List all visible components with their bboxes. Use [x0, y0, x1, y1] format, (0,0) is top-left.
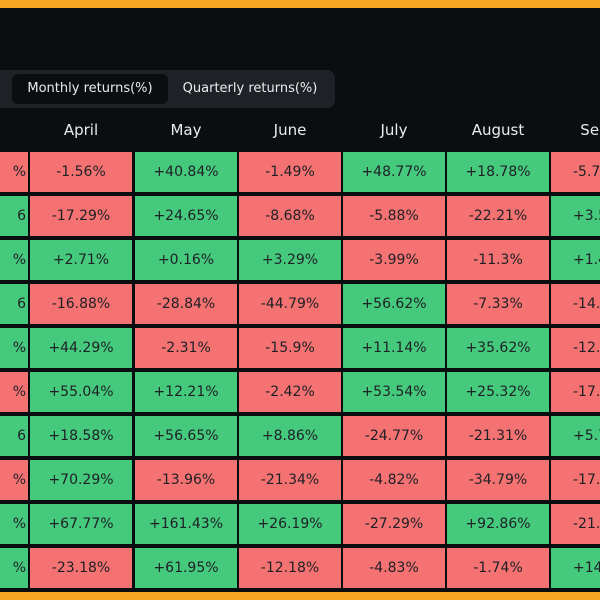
cell: +26.19%	[239, 504, 341, 544]
cell: %	[0, 460, 28, 500]
cell: %	[0, 240, 28, 280]
cell: +0.16%	[135, 240, 237, 280]
cell: -44.79%	[239, 284, 341, 324]
column-header: July	[380, 121, 408, 139]
cell: %	[0, 504, 28, 544]
column-header: May	[170, 121, 202, 139]
cell: -15.9%	[239, 328, 341, 368]
cell: +3.5	[551, 196, 600, 236]
cell: +5.7	[551, 416, 600, 456]
cell: %	[0, 372, 28, 412]
cell: +55.04%	[30, 372, 132, 412]
cell: 6	[0, 284, 28, 324]
cell: %	[0, 152, 28, 192]
cell: +25.32%	[447, 372, 549, 412]
cell: +8.86%	[239, 416, 341, 456]
column-header: June	[273, 121, 307, 139]
cell: %	[0, 328, 28, 368]
cell: -11.3%	[447, 240, 549, 280]
cell: -22.21%	[447, 196, 549, 236]
cell: +48.77%	[343, 152, 445, 192]
cell: -16.88%	[30, 284, 132, 324]
cell: -1.74%	[447, 548, 549, 588]
cell: +24.65%	[135, 196, 237, 236]
cell: -7.33%	[447, 284, 549, 324]
column-header: August	[471, 121, 525, 139]
cell: +92.86%	[447, 504, 549, 544]
cell: -13.96%	[135, 460, 237, 500]
cell: 6	[0, 196, 28, 236]
cell: -1.49%	[239, 152, 341, 192]
tab[interactable]: Quarterly returns(%)	[182, 81, 318, 96]
cell: +35.62%	[447, 328, 549, 368]
cell: 6	[0, 416, 28, 456]
cell: +3.29%	[239, 240, 341, 280]
cell: +12.21%	[135, 372, 237, 412]
cell: +161.43%	[135, 504, 237, 544]
cell: %	[0, 548, 28, 588]
cell: +56.65%	[135, 416, 237, 456]
cell: +11.14%	[343, 328, 445, 368]
cell: -4.83%	[343, 548, 445, 588]
cell: -3.99%	[343, 240, 445, 280]
cell: -14.	[551, 284, 600, 324]
cell: -17.29%	[30, 196, 132, 236]
cell: +1.4	[551, 240, 600, 280]
cell: -1.56%	[30, 152, 132, 192]
cell: +14.	[551, 548, 600, 588]
cell: +40.84%	[135, 152, 237, 192]
cell: +53.54%	[343, 372, 445, 412]
cell: -34.79%	[447, 460, 549, 500]
cell: -17.	[551, 460, 600, 500]
cell: -23.18%	[30, 548, 132, 588]
cell: -21.	[551, 504, 600, 544]
cell: +18.58%	[30, 416, 132, 456]
cell: -5.7	[551, 152, 600, 192]
cell: +18.78%	[447, 152, 549, 192]
cell: +61.95%	[135, 548, 237, 588]
cell: -17.	[551, 372, 600, 412]
cell: -4.82%	[343, 460, 445, 500]
cell: -12.	[551, 328, 600, 368]
cell: -5.88%	[343, 196, 445, 236]
column-header: Septe	[580, 121, 600, 139]
cell: +70.29%	[30, 460, 132, 500]
cell: -21.31%	[447, 416, 549, 456]
screen: Monthly returns(%) Quarterly returns(%) …	[0, 8, 600, 592]
cell: -12.18%	[239, 548, 341, 588]
cell: -21.34%	[239, 460, 341, 500]
cell: +67.77%	[30, 504, 132, 544]
column-header: April	[63, 121, 99, 139]
tab[interactable]: Monthly returns(%)	[12, 74, 168, 104]
cell: -28.84%	[135, 284, 237, 324]
cell: -2.31%	[135, 328, 237, 368]
cell: -2.42%	[239, 372, 341, 412]
cell: +2.71%	[30, 240, 132, 280]
cell: -24.77%	[343, 416, 445, 456]
tab-bar: Monthly returns(%) Quarterly returns(%)	[0, 70, 335, 108]
cell: +56.62%	[343, 284, 445, 324]
cell: +44.29%	[30, 328, 132, 368]
cell: -27.29%	[343, 504, 445, 544]
cell: -8.68%	[239, 196, 341, 236]
